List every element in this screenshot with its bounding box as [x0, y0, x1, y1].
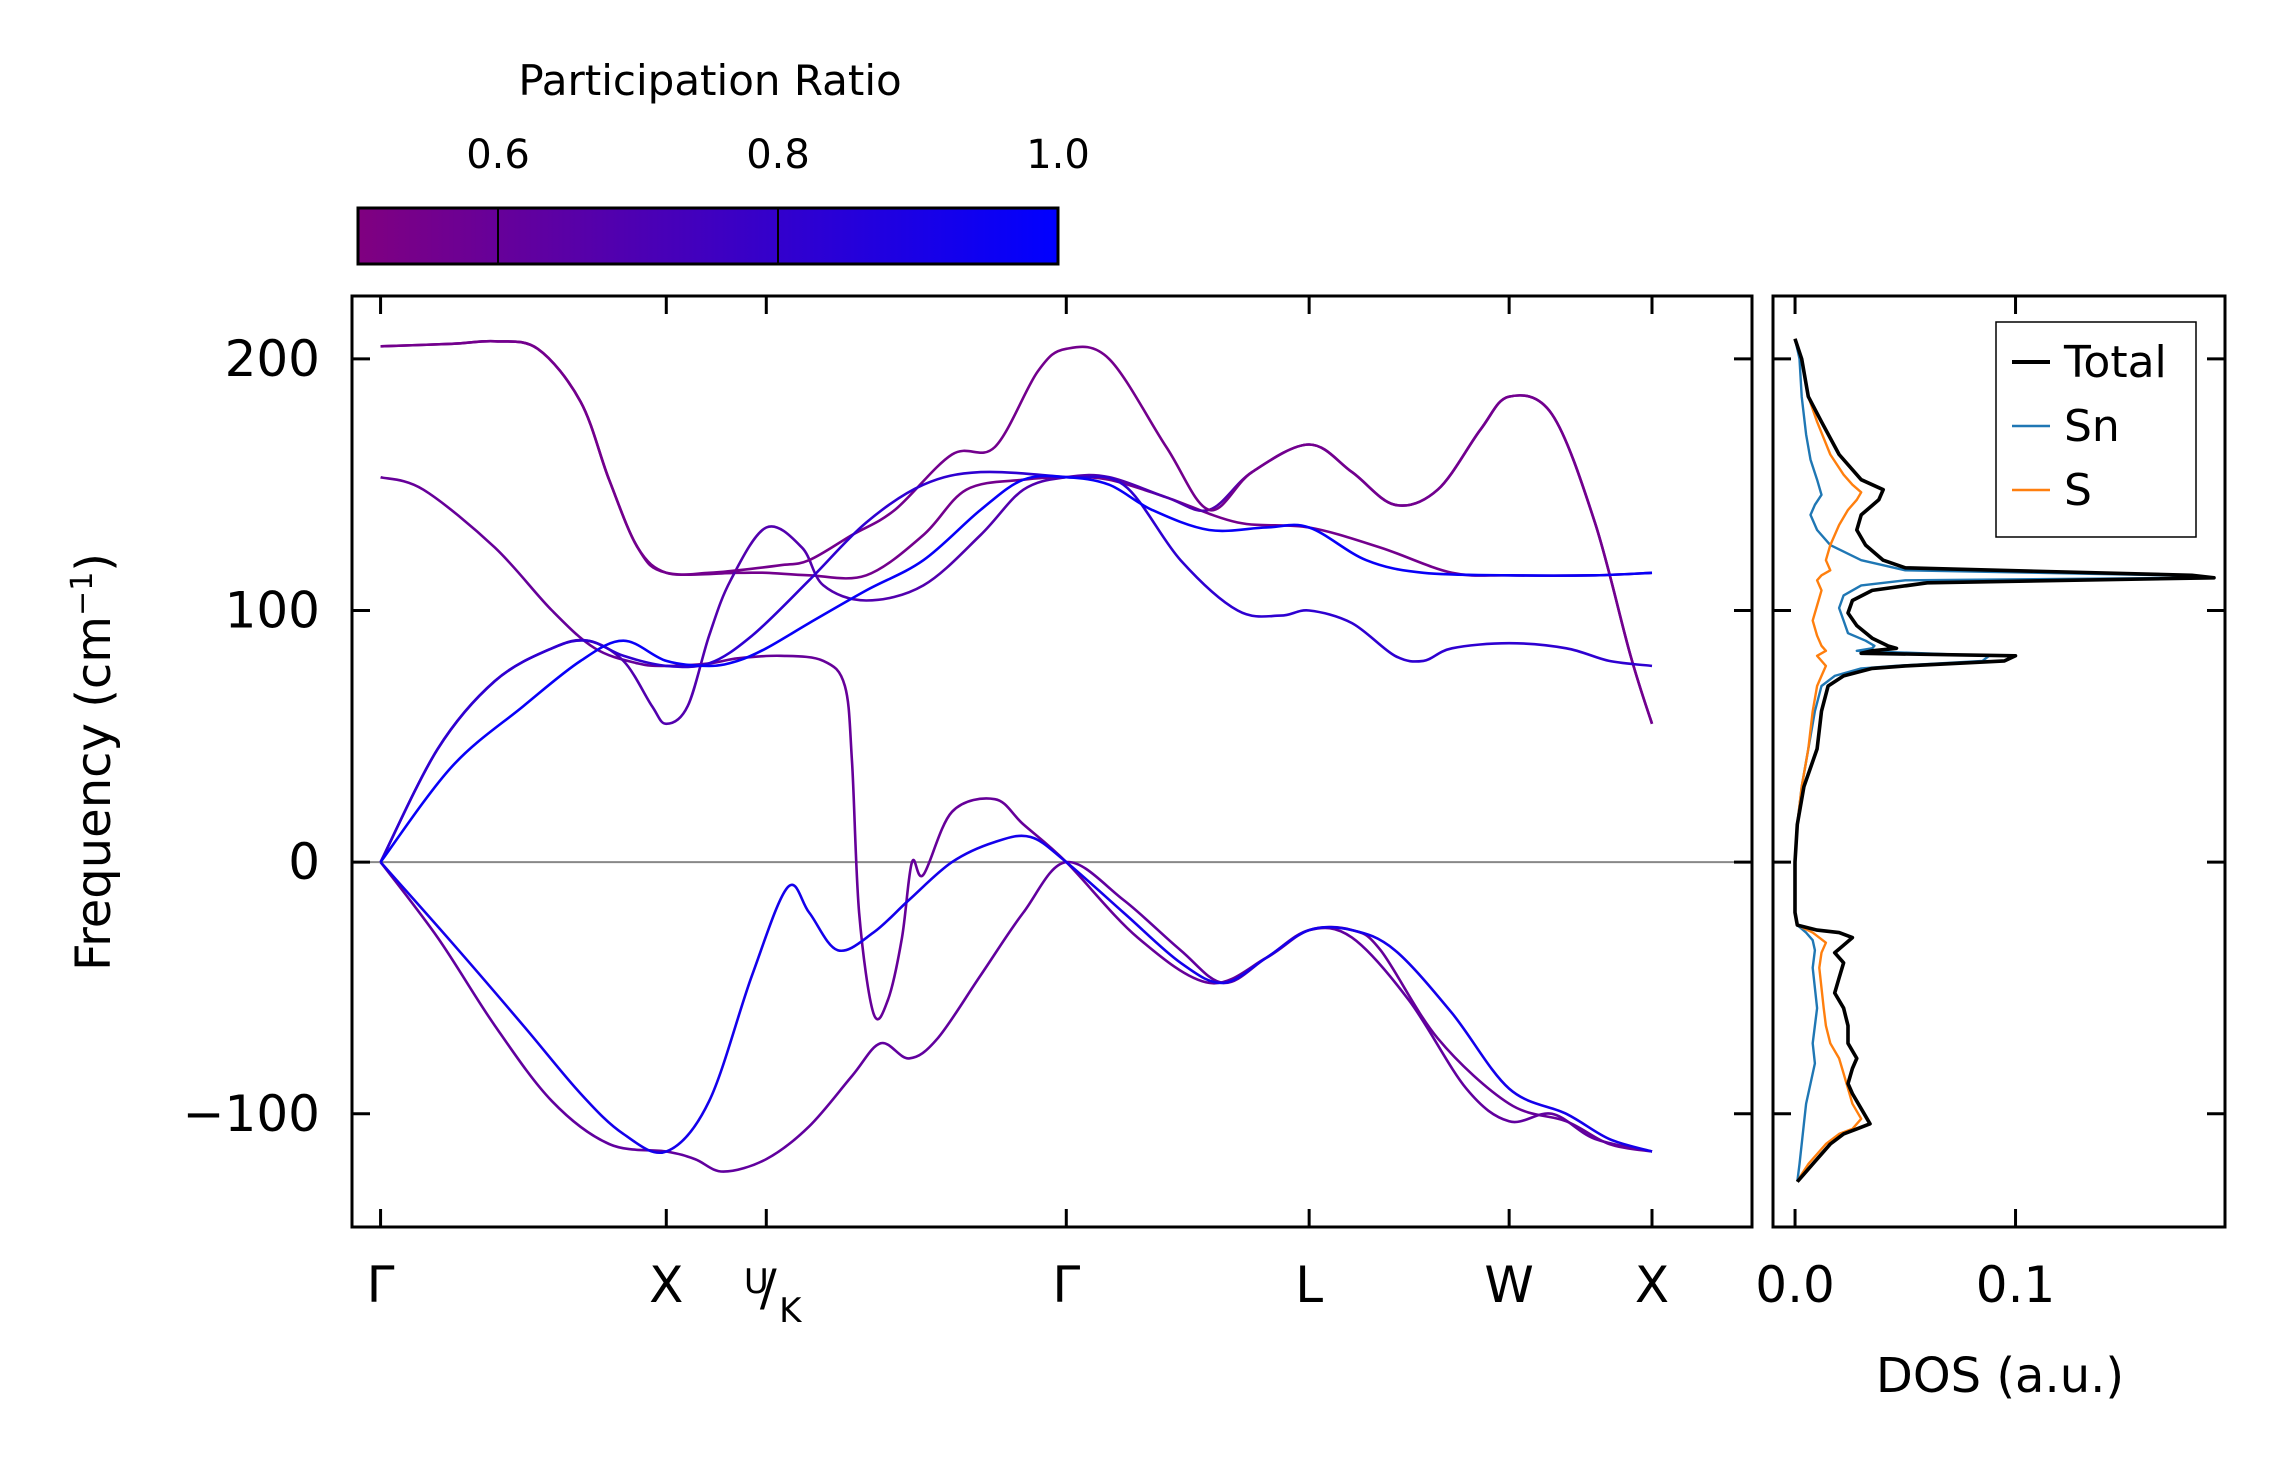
- dos-x-tick-label: 0.0: [1755, 1256, 1835, 1314]
- legend-frame: [1995, 321, 2197, 538]
- band-band-6: [379, 470, 1653, 863]
- colorbar-tick-label: 0.8: [746, 132, 810, 178]
- dos-axes-frame: [1771, 294, 2227, 1229]
- colorbar-ticks: 0.6 0.8 1.0: [466, 132, 1090, 264]
- legend-items: Total Sn S: [2012, 337, 2167, 516]
- dos-y-ticks: [1773, 357, 2225, 1116]
- legend-label-sn: Sn: [2064, 401, 2120, 452]
- y-tick-label: 100: [225, 582, 320, 640]
- x-tick-label: Γ: [1052, 1256, 1080, 1314]
- legend-label-total: Total: [2063, 337, 2167, 388]
- x-tick-label: X: [649, 1256, 683, 1314]
- colorbar-tick-label: 0.6: [466, 132, 530, 178]
- band-band-5: [380, 339, 1654, 725]
- dos-line-total: [1793, 338, 2216, 1183]
- colorbar-gradient: [356, 206, 1060, 266]
- x-tick-label: X: [1635, 1256, 1669, 1314]
- x-tick-label: L: [1295, 1256, 1323, 1314]
- legend-label-s: S: [2064, 465, 2092, 516]
- dos-lines: [1793, 338, 2216, 1183]
- x-tick-label-slash: /: [760, 1259, 777, 1317]
- band-band-7: [379, 834, 1653, 1155]
- y-tick-label: 0: [288, 833, 320, 891]
- band-lines: [379, 339, 1654, 1173]
- x-tick-label: W: [1484, 1256, 1533, 1314]
- band-y-ticks: 200 100 0 −100: [183, 330, 1752, 1143]
- dos-x-tick-label: 0.1: [1976, 1256, 2056, 1314]
- band-band-2: [380, 475, 1653, 1153]
- band-structure-panel: 200 100 0 −100 Γ X U/K Γ L W X Frequency (cm−1): [65, 294, 1754, 1331]
- dos-panel: 0.0 0.1 DOS (a.u.) Total Sn S: [1755, 294, 2227, 1404]
- dos-x-axis-label: DOS (a.u.): [1876, 1348, 2124, 1404]
- x-tick-label-top: U: [744, 1262, 769, 1302]
- y-tick-label: 200: [225, 330, 320, 388]
- x-tick-label-composite: U/K: [744, 1259, 803, 1331]
- colorbar-tick-label: 1.0: [1026, 132, 1090, 178]
- x-tick-label: Γ: [367, 1256, 395, 1314]
- band-band-8: [379, 474, 1653, 863]
- x-tick-label-bottom: K: [779, 1291, 803, 1331]
- colorbar-title: Participation Ratio: [518, 56, 901, 105]
- band-x-ticks: Γ X U/K Γ L W X: [367, 296, 1669, 1331]
- y-axis-label: Frequency (cm−1): [65, 553, 122, 971]
- band-band-3: [379, 860, 1653, 1173]
- colorbar: Participation Ratio 0.6 0.8 1.0: [356, 56, 1090, 266]
- dos-x-ticks: 0.0 0.1: [1755, 296, 2055, 1314]
- dos-legend: Total Sn S: [1995, 321, 2197, 538]
- dos-line-s: [1793, 338, 1863, 1183]
- band-axes-frame: [350, 294, 1754, 1229]
- y-tick-label: −100: [183, 1085, 320, 1143]
